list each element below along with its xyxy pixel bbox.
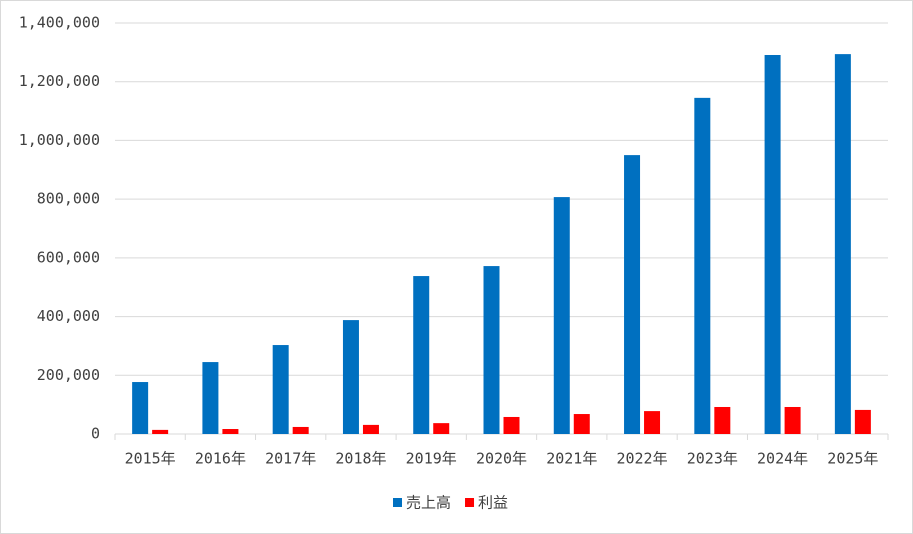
x-tick-label: 2025年 xyxy=(827,450,878,468)
bar xyxy=(433,423,450,434)
bar xyxy=(503,416,520,434)
y-tick-label: 1,400,000 xyxy=(19,14,100,32)
x-tick-label: 2018年 xyxy=(335,450,386,468)
x-tick-label: 2023年 xyxy=(687,450,738,468)
x-tick-label: 2020年 xyxy=(476,450,527,468)
bar xyxy=(202,362,219,434)
y-tick-label: 800,000 xyxy=(37,190,100,208)
x-tick-label: 2015年 xyxy=(125,450,176,468)
x-tick-label: 2024年 xyxy=(757,450,808,468)
bar xyxy=(764,54,781,434)
bar xyxy=(714,406,731,434)
x-tick-label: 2021年 xyxy=(546,450,597,468)
bar xyxy=(272,345,289,434)
bar xyxy=(854,409,871,434)
x-tick-label: 2022年 xyxy=(616,450,667,468)
bar xyxy=(413,276,430,434)
bar xyxy=(362,424,379,434)
y-tick-label: 0 xyxy=(91,425,100,443)
y-tick-label: 200,000 xyxy=(37,366,100,384)
legend-label: 売上高 xyxy=(406,494,451,512)
bar xyxy=(553,197,570,434)
bar xyxy=(342,320,359,434)
bar xyxy=(624,155,641,434)
bar xyxy=(152,429,169,434)
bar xyxy=(132,382,149,434)
y-tick-label: 1,200,000 xyxy=(19,72,100,90)
bar xyxy=(644,411,661,434)
legend-swatch xyxy=(465,498,475,507)
bar xyxy=(573,414,590,434)
bar xyxy=(222,429,239,434)
legend-swatch xyxy=(393,498,402,507)
y-tick-label: 600,000 xyxy=(37,248,100,266)
y-tick-label: 400,000 xyxy=(37,307,100,325)
y-tick-label: 1,000,000 xyxy=(19,131,100,149)
x-tick-label: 2019年 xyxy=(406,450,457,468)
bar xyxy=(834,54,851,435)
x-tick-label: 2016年 xyxy=(195,450,246,468)
bar xyxy=(483,266,500,434)
bar xyxy=(694,97,711,434)
x-tick-label: 2017年 xyxy=(265,450,316,468)
bar xyxy=(292,426,309,434)
legend-label: 利益 xyxy=(478,494,508,512)
bar xyxy=(784,406,801,434)
